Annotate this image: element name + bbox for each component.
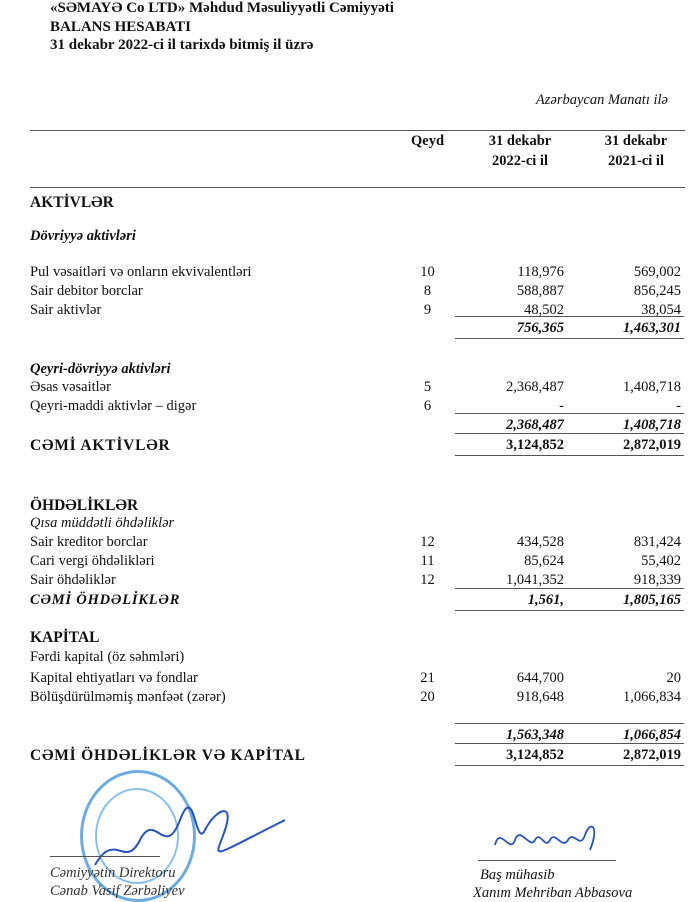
director-signature [94,806,285,866]
value-2021: 856,245 [633,283,681,299]
currency-note: Azərbaycan Manatı ilə [535,92,668,108]
value-2022: 118,976 [517,264,564,280]
row-label: Fərdi kapital (öz səhmləri) [30,649,185,665]
director-title: Cəmiyyətin Direktoru [50,865,176,881]
column-2022-header-line2: 2022-ci il [492,153,548,169]
value-2022: 1,561, [527,592,564,608]
row-note: 11 [420,553,435,569]
total-rule [455,743,684,744]
value-2022: 644,700 [516,670,564,686]
value-2021: 1,805,165 [623,592,681,608]
row-label: Sair debitor borclar [30,283,143,299]
value-2021: 2,872,019 [623,747,681,763]
director-name: Cənab Vasif Zərbəliyev [50,883,185,899]
row-label: CƏMİ AKTİVLƏR [30,437,171,454]
director-signature-line [50,856,160,857]
value-2021: 1,463,301 [623,320,681,336]
column-note-header: Qeyd [410,133,445,149]
value-2022: 85,624 [524,553,564,569]
accountant-signature [494,825,596,851]
total-rule [455,316,684,317]
total-rule [455,765,684,766]
row-note: 10 [420,264,435,280]
value-2021: 38,054 [641,302,681,318]
company-name: «SƏMAYƏ Co LTD» Məhdud Məsuliyyətli Cəmi… [50,0,394,16]
row-label: Qısa müddətli öhdəliklər [30,515,175,531]
value-2021: 918,339 [633,572,681,588]
row-label: Qeyri-dövriyyə aktivləri [30,361,171,377]
value-2022: 48,502 [524,302,564,318]
accountant-title: Baş mühasib [480,867,555,883]
value-2022: 2,368,487 [506,417,564,433]
total-rule [455,610,684,611]
value-2021: 55,402 [641,553,681,569]
value-2022: 434,528 [516,534,564,550]
row-note: 8 [423,283,432,299]
row-label: Qeyri-maddi aktivlər – digər [30,398,197,414]
total-rule [455,588,684,589]
row-note: 21 [420,670,435,686]
row-label: Bölüşdürülməmiş mənfəət (zərər) [30,689,226,705]
row-label: Kapital ehtiyatları və fondlar [30,670,198,686]
value-2022: 2,368,487 [506,379,564,395]
value-2021: 831,424 [633,534,681,550]
column-2022-header-line1: 31 dekabr [488,133,552,149]
value-2022: 918,648 [516,689,564,705]
value-2021: 569,002 [633,264,681,280]
report-period: 31 dekabr 2022-ci il tarixdə bitmiş il ü… [50,37,314,53]
value-2021: 1,408,718 [623,379,681,395]
total-rule [455,455,684,456]
row-label: Sair öhdəliklər [30,572,116,588]
row-note: 5 [423,379,432,395]
row-label: Sair aktivlər [30,302,102,318]
total-rule [455,433,684,434]
value-2021: 1,066,854 [623,727,681,743]
value-2021: 1,066,834 [623,689,681,705]
row-note: 9 [423,302,432,318]
accountant-name: Xanım Mehriban Abbasova [473,885,633,901]
row-label: Sair kreditor borclar [30,534,148,550]
value-2021: 20 [666,670,682,686]
company-stamp-inner [95,788,179,884]
value-2021: 1,408,718 [623,417,681,433]
value-2022: 588,887 [516,283,564,299]
row-label: CƏMİ ÖHDƏLİKLƏR [30,592,181,608]
value-2022: 3,124,852 [506,747,564,763]
row-label: CƏMİ ÖHDƏLİKLƏR VƏ KAPİTAL [30,747,306,764]
divider [30,187,685,188]
report-title: BALANS HESABATI [50,19,192,35]
row-label: Cari vergi öhdəlikləri [30,553,155,569]
row-note: 12 [420,534,435,550]
value-2021: 2,872,019 [623,437,681,453]
value-2022: - [559,398,564,414]
value-2022: 756,365 [516,320,564,336]
divider [30,130,685,131]
row-label: Əsas vəsaitlər [30,379,111,395]
value-2021: - [676,398,681,414]
total-rule [455,338,684,339]
row-note: 20 [420,689,435,705]
row-label: ÖHDƏLİKLƏR [30,497,139,514]
total-rule [455,413,684,414]
accountant-signature-line [478,860,616,861]
row-note: 12 [420,572,435,588]
row-note: 6 [423,398,432,414]
total-rule [455,723,684,724]
row-label: KAPİTAL [30,629,100,646]
value-2022: 1,563,348 [506,727,564,743]
row-label: Pul vəsaitləri və onların ekvivalentləri [30,264,252,280]
column-2021-header-line2: 2021-ci il [608,153,664,169]
value-2022: 1,041,352 [506,572,564,588]
row-label: Dövriyyə aktivləri [30,228,136,244]
row-label: AKTİVLƏR [30,194,114,211]
column-2021-header-line1: 31 dekabr [604,133,668,149]
value-2022: 3,124,852 [506,437,564,453]
